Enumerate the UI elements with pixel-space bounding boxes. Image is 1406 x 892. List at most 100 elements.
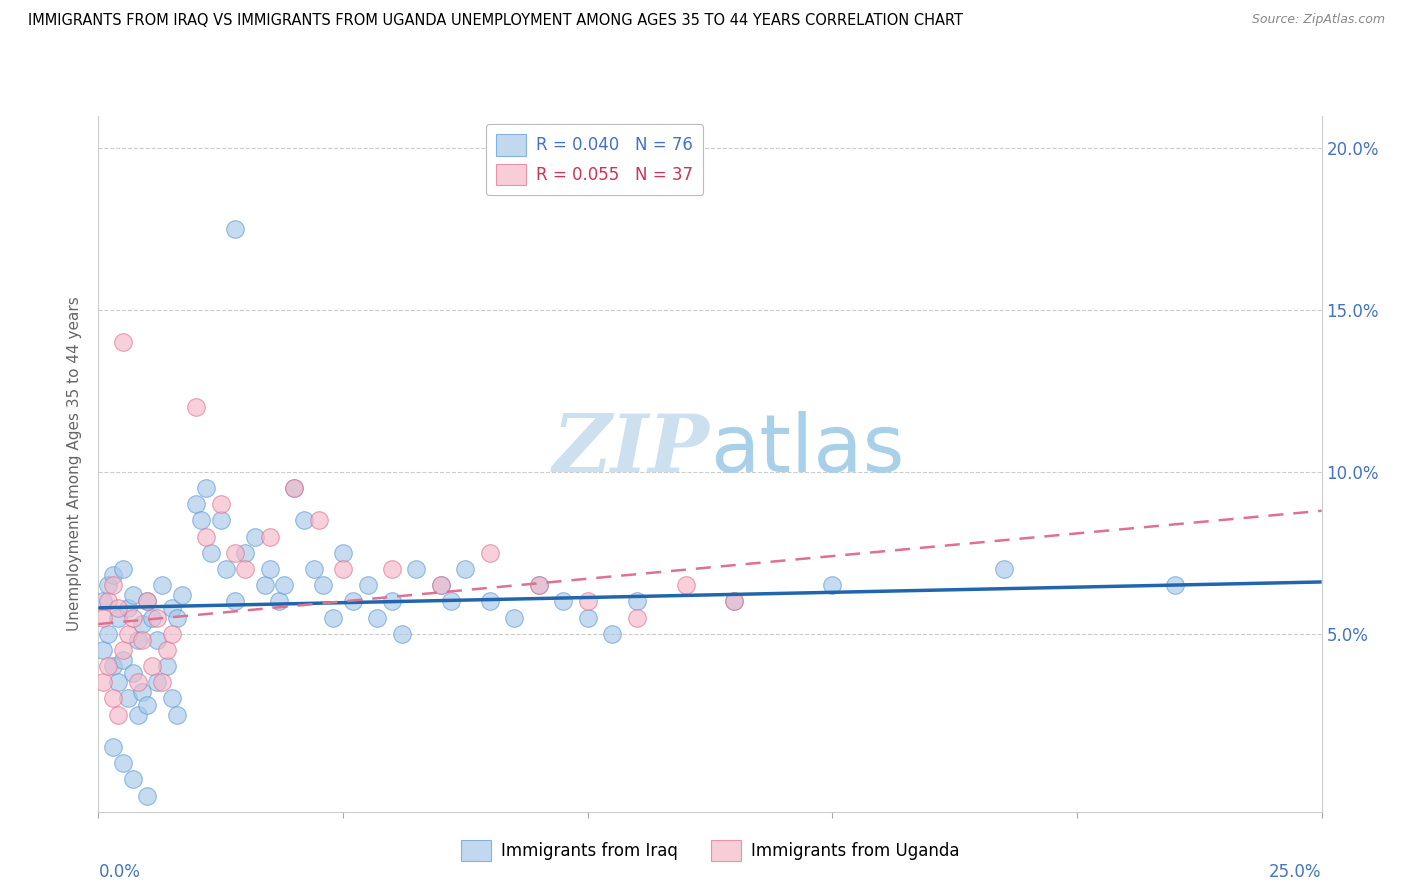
Point xyxy=(993,562,1015,576)
Point xyxy=(675,578,697,592)
Point xyxy=(156,643,179,657)
Point xyxy=(117,691,139,706)
Point xyxy=(233,546,256,560)
Point xyxy=(160,600,183,615)
Point xyxy=(214,562,236,576)
Point xyxy=(111,652,134,666)
Point xyxy=(127,675,149,690)
Point xyxy=(186,497,208,511)
Point xyxy=(101,578,124,592)
Point xyxy=(283,481,305,495)
Point xyxy=(626,594,648,608)
Point xyxy=(723,594,745,608)
Point xyxy=(503,610,526,624)
Point xyxy=(91,610,114,624)
Point xyxy=(121,588,143,602)
Point xyxy=(405,562,427,576)
Point xyxy=(166,610,188,624)
Point xyxy=(146,610,169,624)
Point xyxy=(1164,578,1187,592)
Point xyxy=(136,789,159,803)
Point xyxy=(440,594,463,608)
Point xyxy=(117,626,139,640)
Point xyxy=(136,594,159,608)
Point xyxy=(101,659,124,673)
Point xyxy=(430,578,453,592)
Point xyxy=(101,691,124,706)
Point xyxy=(332,562,354,576)
Point xyxy=(224,594,246,608)
Point xyxy=(209,513,232,527)
Point xyxy=(97,594,120,608)
Point xyxy=(160,691,183,706)
Point xyxy=(131,617,153,632)
Point xyxy=(91,594,114,608)
Point xyxy=(292,513,315,527)
Point xyxy=(381,594,404,608)
Point xyxy=(224,546,246,560)
Point xyxy=(136,698,159,712)
Point xyxy=(576,610,599,624)
Point xyxy=(600,626,623,640)
Point xyxy=(107,707,129,722)
Point xyxy=(141,659,163,673)
Point xyxy=(111,643,134,657)
Point xyxy=(195,530,218,544)
Point xyxy=(195,481,218,495)
Point xyxy=(127,707,149,722)
Point xyxy=(107,600,129,615)
Point xyxy=(430,578,453,592)
Point xyxy=(224,222,246,236)
Point xyxy=(111,562,134,576)
Point xyxy=(723,594,745,608)
Point xyxy=(342,594,364,608)
Point xyxy=(381,562,404,576)
Point xyxy=(356,578,378,592)
Point xyxy=(259,530,281,544)
Point xyxy=(166,707,188,722)
Point xyxy=(283,481,305,495)
Point xyxy=(136,594,159,608)
Point xyxy=(312,578,335,592)
Point xyxy=(454,562,477,576)
Point xyxy=(269,594,291,608)
Point xyxy=(127,633,149,648)
Point xyxy=(253,578,276,592)
Text: IMMIGRANTS FROM IRAQ VS IMMIGRANTS FROM UGANDA UNEMPLOYMENT AMONG AGES 35 TO 44 : IMMIGRANTS FROM IRAQ VS IMMIGRANTS FROM … xyxy=(28,13,963,29)
Point xyxy=(478,546,501,560)
Point xyxy=(131,685,153,699)
Point xyxy=(97,659,120,673)
Point xyxy=(101,568,124,582)
Point xyxy=(478,594,501,608)
Point xyxy=(150,578,173,592)
Point xyxy=(91,675,114,690)
Point xyxy=(243,530,266,544)
Point xyxy=(273,578,295,592)
Text: atlas: atlas xyxy=(710,411,904,489)
Point xyxy=(150,675,173,690)
Point xyxy=(121,610,143,624)
Point xyxy=(97,578,120,592)
Point xyxy=(170,588,193,602)
Point xyxy=(576,594,599,608)
Point xyxy=(200,546,222,560)
Point xyxy=(146,675,169,690)
Text: ZIP: ZIP xyxy=(553,411,710,489)
Point xyxy=(302,562,325,576)
Point xyxy=(121,665,143,680)
Point xyxy=(259,562,281,576)
Point xyxy=(107,610,129,624)
Point xyxy=(626,610,648,624)
Point xyxy=(308,513,330,527)
Point xyxy=(156,659,179,673)
Point xyxy=(209,497,232,511)
Point xyxy=(131,633,153,648)
Point xyxy=(111,335,134,350)
Point xyxy=(391,626,413,640)
Point xyxy=(186,401,208,415)
Point xyxy=(233,562,256,576)
Point xyxy=(821,578,844,592)
Point xyxy=(121,772,143,787)
Point xyxy=(101,739,124,754)
Text: 0.0%: 0.0% xyxy=(98,863,141,881)
